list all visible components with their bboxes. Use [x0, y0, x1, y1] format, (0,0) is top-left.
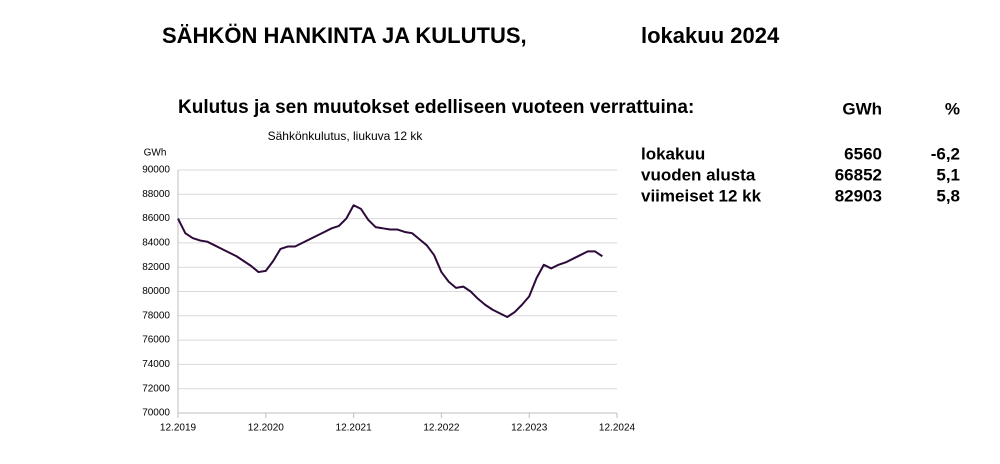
subheading: Kulutus ja sen muutokset edelliseen vuot…	[178, 97, 694, 118]
y-tick-label: 84000	[142, 238, 170, 249]
chart-title: Sähkönkulutus, liukuva 12 kk	[268, 129, 424, 143]
x-tick-label: 12.2023	[511, 423, 548, 434]
row-label: viimeiset 12 kk	[641, 186, 762, 205]
row-gwh: 66852	[835, 165, 882, 184]
row-label: vuoden alusta	[641, 165, 756, 184]
page-period: lokakuu 2024	[641, 23, 780, 48]
row-pct: 5,1	[936, 165, 960, 184]
y-tick-label: 82000	[142, 262, 170, 273]
column-header: %	[945, 99, 960, 118]
x-tick-label: 12.2019	[160, 423, 197, 434]
y-tick-label: 90000	[142, 165, 170, 176]
y-tick-label: 72000	[142, 383, 170, 394]
row-label: lokakuu	[641, 144, 705, 163]
x-tick-label: 12.2022	[423, 423, 460, 434]
y-tick-label: 70000	[142, 408, 170, 419]
column-header: GWh	[842, 99, 882, 118]
row-pct: 5,8	[936, 186, 960, 205]
y-tick-label: 88000	[142, 189, 170, 200]
y-tick-label: 86000	[142, 213, 170, 224]
row-gwh: 82903	[835, 186, 882, 205]
x-tick-label: 12.2024	[599, 423, 636, 434]
y-axis-label: GWh	[144, 148, 167, 159]
x-tick-label: 12.2021	[336, 423, 373, 434]
y-tick-label: 76000	[142, 335, 170, 346]
row-gwh: 6560	[844, 144, 882, 163]
line-series	[177, 204, 603, 319]
x-tick-label: 12.2020	[248, 423, 285, 434]
y-tick-label: 78000	[142, 310, 170, 321]
row-pct: -6,2	[931, 144, 960, 163]
page-title: SÄHKÖN HANKINTA JA KULUTUS,	[162, 23, 527, 48]
y-tick-label: 80000	[142, 286, 170, 297]
y-tick-label: 74000	[142, 359, 170, 370]
